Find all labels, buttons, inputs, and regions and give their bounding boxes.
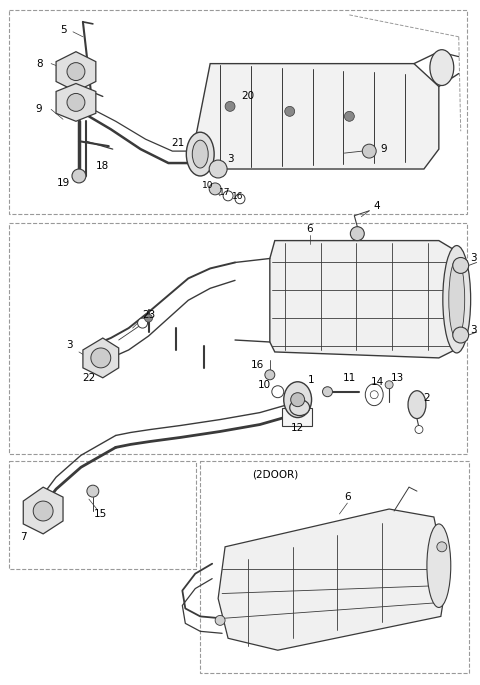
Polygon shape — [218, 509, 447, 650]
Text: 3: 3 — [66, 340, 72, 350]
Text: 21: 21 — [172, 138, 185, 148]
Text: 18: 18 — [96, 161, 109, 171]
Text: 9: 9 — [381, 144, 387, 154]
Circle shape — [350, 227, 364, 240]
Ellipse shape — [290, 399, 310, 416]
Circle shape — [265, 370, 275, 379]
Bar — [9, 223, 467, 454]
Circle shape — [385, 381, 393, 388]
Circle shape — [272, 386, 284, 398]
Text: 9: 9 — [36, 104, 43, 114]
Text: 10: 10 — [258, 379, 271, 390]
Circle shape — [453, 258, 468, 273]
Text: 8: 8 — [36, 59, 43, 68]
Ellipse shape — [449, 260, 465, 339]
Circle shape — [415, 425, 423, 434]
Circle shape — [67, 93, 85, 112]
Circle shape — [344, 112, 354, 121]
Circle shape — [87, 485, 99, 497]
Polygon shape — [56, 84, 96, 121]
Bar — [9, 461, 196, 569]
Circle shape — [362, 144, 376, 158]
Polygon shape — [23, 487, 63, 534]
Text: 6: 6 — [344, 492, 351, 502]
Circle shape — [215, 615, 225, 625]
Text: 6: 6 — [306, 224, 313, 234]
Circle shape — [209, 160, 227, 178]
Circle shape — [235, 194, 245, 204]
Polygon shape — [195, 64, 439, 169]
Polygon shape — [270, 240, 459, 358]
Ellipse shape — [365, 384, 383, 406]
Text: 11: 11 — [343, 373, 356, 383]
Text: 23: 23 — [142, 310, 155, 320]
Text: 20: 20 — [241, 91, 254, 101]
Bar — [282, 408, 312, 425]
Circle shape — [209, 183, 221, 195]
Text: 16: 16 — [232, 192, 244, 201]
Text: 4: 4 — [374, 201, 381, 211]
Text: 1: 1 — [308, 375, 315, 385]
Circle shape — [370, 390, 378, 399]
Ellipse shape — [427, 524, 451, 608]
Circle shape — [323, 387, 333, 397]
Circle shape — [91, 348, 111, 368]
Ellipse shape — [408, 390, 426, 419]
Ellipse shape — [284, 382, 312, 418]
Text: 10: 10 — [203, 182, 214, 190]
Text: (2DOOR): (2DOOR) — [252, 469, 298, 479]
Text: 2: 2 — [423, 393, 430, 403]
Ellipse shape — [192, 140, 208, 168]
Bar — [9, 10, 467, 214]
Polygon shape — [56, 51, 96, 92]
Circle shape — [138, 318, 147, 328]
Text: 19: 19 — [57, 178, 70, 188]
Text: 3: 3 — [470, 325, 477, 335]
Text: 16: 16 — [251, 360, 264, 370]
Text: 22: 22 — [82, 373, 96, 383]
Bar — [200, 461, 468, 673]
Circle shape — [285, 106, 295, 116]
Text: 5: 5 — [60, 25, 66, 35]
Text: 7: 7 — [20, 532, 26, 542]
Text: 3: 3 — [227, 154, 233, 164]
Circle shape — [223, 191, 233, 201]
Circle shape — [33, 501, 53, 521]
Text: 3: 3 — [470, 253, 477, 264]
Circle shape — [453, 327, 468, 343]
Text: 15: 15 — [94, 509, 108, 519]
Text: 13: 13 — [390, 373, 404, 383]
Text: 17: 17 — [219, 188, 231, 197]
Ellipse shape — [443, 245, 471, 353]
Circle shape — [291, 393, 305, 407]
Circle shape — [67, 62, 85, 81]
Text: 12: 12 — [291, 423, 304, 432]
Circle shape — [144, 314, 153, 322]
Polygon shape — [83, 338, 119, 378]
Ellipse shape — [186, 132, 214, 176]
Text: 14: 14 — [371, 377, 384, 387]
Circle shape — [437, 542, 447, 552]
Circle shape — [72, 169, 86, 183]
Ellipse shape — [430, 50, 454, 86]
Circle shape — [225, 101, 235, 112]
